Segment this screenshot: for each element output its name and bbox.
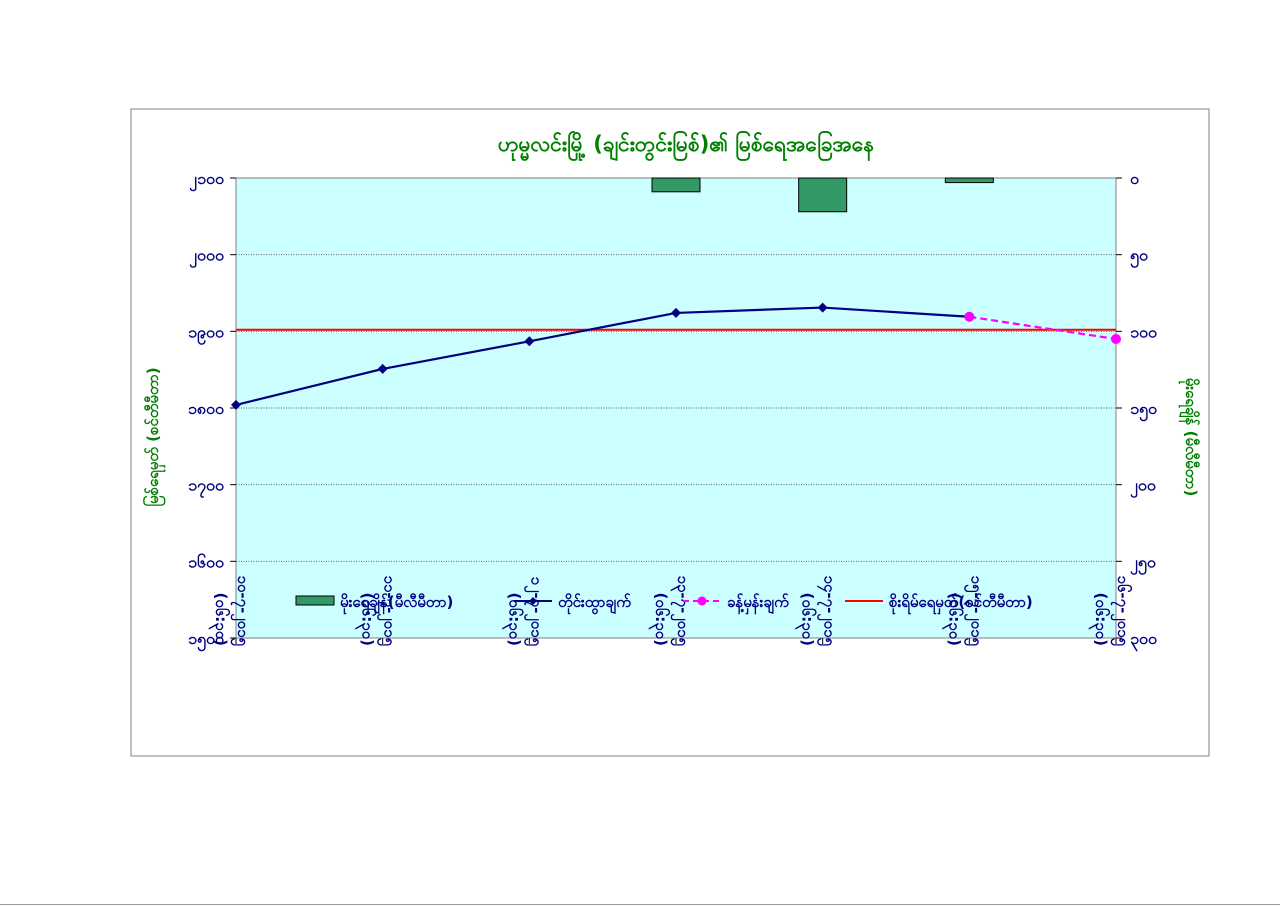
y-tick-label: ၁၈၀၀ xyxy=(188,399,224,418)
data-markers xyxy=(231,302,1121,410)
rainfall-bar xyxy=(798,177,848,213)
y2-tick-label: ၂၅၀ xyxy=(1130,552,1156,575)
y-tick-label: ၁၉၀၀ xyxy=(188,322,224,345)
x-tick-label: ၁၁-၇-၂၀၁၅(၀၆:၃၀) xyxy=(355,576,399,647)
x-tick-label-line: ၁၃-၇-၂၀၁၅ xyxy=(670,576,692,647)
measured-point xyxy=(231,399,241,410)
x-tick-label-line: (၀၆:၃၀) xyxy=(1088,593,1111,646)
x-tick-label-line: ၁၅-၇-၂၀၁၅ xyxy=(963,576,985,647)
measured-point xyxy=(817,302,828,313)
x-tick-label-line: (၀၆:၃၀) xyxy=(795,593,818,646)
x-tick-label: ၁၄-၇-၂၀၁၅(၀၆:၃၀) xyxy=(795,576,839,647)
x-tick-label-line: (၀၆:၃၀) xyxy=(941,593,964,646)
y2-axis-title: မိုးရေချိန် (မီလီမီတာ) xyxy=(1178,378,1201,497)
x-tick-label-line: ၁၆-၇-၂၀၁၅ xyxy=(1110,576,1133,647)
x-tick-label: ၁၆-၇-၂၀၁၅(၀၆:၃၀) xyxy=(1088,576,1133,647)
y2-tick-label: ၂၀၀ xyxy=(1130,476,1156,499)
measured-point xyxy=(377,363,388,374)
rainfall-bars xyxy=(651,177,994,213)
y2-tick-label: ၁၅၀ xyxy=(1130,399,1157,422)
x-tick-label: ၁၃-၇-၂၀၁၅(၀၆:၃၀) xyxy=(648,576,692,647)
legend-label: ခန့်မှန်းချက် xyxy=(727,592,789,615)
measured-point xyxy=(671,307,681,318)
x-tick-label-line: ၁၄-၇-၂၀၁၅ xyxy=(817,576,839,647)
y2-tick-label: ၁၀၀ xyxy=(1130,322,1157,341)
x-tick-label-line: ၁၂-၇-၂၀၁၅ xyxy=(523,577,545,647)
x-tick-label-line: ၁၀-၇-၂၀၁၅ xyxy=(230,576,252,647)
x-tick-label: ၁၅-၇-၂၀၁၅(၀၆:၃၀) xyxy=(941,576,985,647)
legend-label: စိုးရိမ်ရေမှတ်(စင်တီမီတာ) xyxy=(889,592,1033,615)
x-tick-label: ၁၀-၇-၂၀၁၅(၀၆:၃၀) xyxy=(208,576,252,647)
x-axis-ticks: ၁၀-၇-၂၀၁၅(၀၆:၃၀) ၁၁-၇-၂၀၁၅(၀၆:၃၀) ၁၂-၇-၂၀၁… xyxy=(208,576,1133,647)
measured-line xyxy=(235,306,970,407)
y-tick-label: ၂၁၀၀ xyxy=(189,169,224,192)
y2-tick-label: ၀ xyxy=(1130,169,1139,188)
measured-point xyxy=(524,336,535,347)
page-bottom-rule xyxy=(0,904,1280,905)
gridlines xyxy=(236,254,1116,562)
legend: မိုးရေချိန်(မီလီမီတာ) တိုင်းထွာချက် ခန့်မှ… xyxy=(295,592,1033,615)
y2-tick-label: ၅၀ xyxy=(1130,246,1148,269)
x-tick-label-line: (၀၆:၃၀) xyxy=(355,593,378,646)
data-lines xyxy=(235,306,1117,407)
rainfall-bar xyxy=(651,177,701,193)
legend-swatch-rainfall xyxy=(295,595,335,606)
left-axis-ticks: ၁၅၀၀ ၁၆၀၀ ၁၇၀၀ ၁၈၀၀ ၁၉၀၀ ၂၀၀၀ ၂၁၀၀ xyxy=(188,169,236,652)
y-tick-label: ၂၀၀၀ xyxy=(189,246,224,269)
y-tick-label: ၁၆၀၀ xyxy=(188,552,224,571)
rainfall-bar xyxy=(944,177,994,184)
legend-marker-forecast xyxy=(697,596,707,606)
x-tick-label-line: (၀၆:၃၀) xyxy=(501,593,524,646)
legend-label: တိုင်းထွာချက် xyxy=(558,592,631,615)
y-tick-label: ၁၇၀၀ xyxy=(188,476,224,499)
y2-tick-label: ၃၀၀ xyxy=(1130,629,1157,652)
forecast-point xyxy=(1111,334,1121,344)
x-tick-label-line: (၀၆:၃၀) xyxy=(648,593,671,646)
legend-label: မိုးရေချိန်(မီလီမီတာ) xyxy=(340,592,453,615)
legend-marker-measured xyxy=(529,597,537,605)
x-tick-label-line: ၁၁-၇-၂၀၁၅ xyxy=(377,576,399,647)
x-tick-label: ၁၂-၇-၂၀၁၅(၀၆:၃၀) xyxy=(501,577,545,647)
y-tick-label: ၁၅၀၀ xyxy=(188,629,224,652)
forecast-point xyxy=(964,311,975,322)
x-tick-label-line: (၀၆:၃၀) xyxy=(208,593,231,646)
forecast-line xyxy=(969,315,1117,341)
